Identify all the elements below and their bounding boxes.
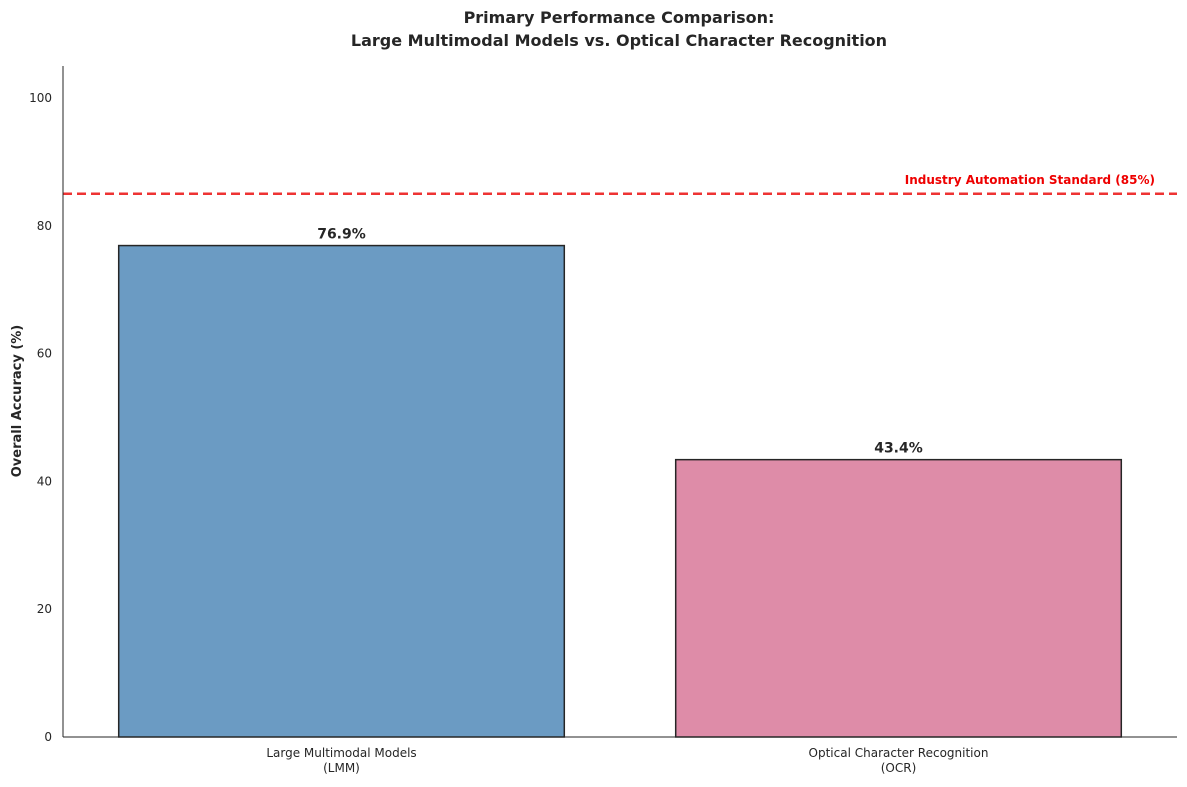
y-tick-label: 40 <box>37 474 52 488</box>
bars: 76.9% 43.4% <box>117 227 1123 738</box>
bar-value-label: 76.9% <box>317 227 366 243</box>
y-tick-label: 20 <box>37 602 52 616</box>
x-axis-ticks: Large Multimodal Models(LMM) Optical Char… <box>266 746 989 775</box>
bar <box>674 458 1123 738</box>
x-tick-label: (LMM) <box>323 761 360 775</box>
y-tick-label: 80 <box>37 219 52 233</box>
y-tick-label: 0 <box>44 730 52 744</box>
chart-title: Primary Performance Comparison: Large Mu… <box>351 8 887 50</box>
x-tick-label: Large Multimodal Models <box>266 746 416 760</box>
bar-value-label: 43.4% <box>874 441 923 457</box>
y-tick-label: 100 <box>29 91 52 105</box>
y-axis-label: Overall Accuracy (%) <box>10 325 25 478</box>
reference-line-group: Industry Automation Standard (85%) <box>63 173 1177 196</box>
x-tick-label: (OCR) <box>881 761 917 775</box>
bar <box>117 244 566 738</box>
y-tick-label: 60 <box>37 347 52 361</box>
chart-title-line-1: Primary Performance Comparison: <box>464 8 775 27</box>
chart-title-line-2: Large Multimodal Models vs. Optical Char… <box>351 31 887 50</box>
reference-line-label: Industry Automation Standard (85%) <box>905 173 1155 187</box>
y-axis-ticks: 0 20 40 60 80 100 <box>29 91 52 744</box>
x-tick-label: Optical Character Recognition <box>809 746 989 760</box>
